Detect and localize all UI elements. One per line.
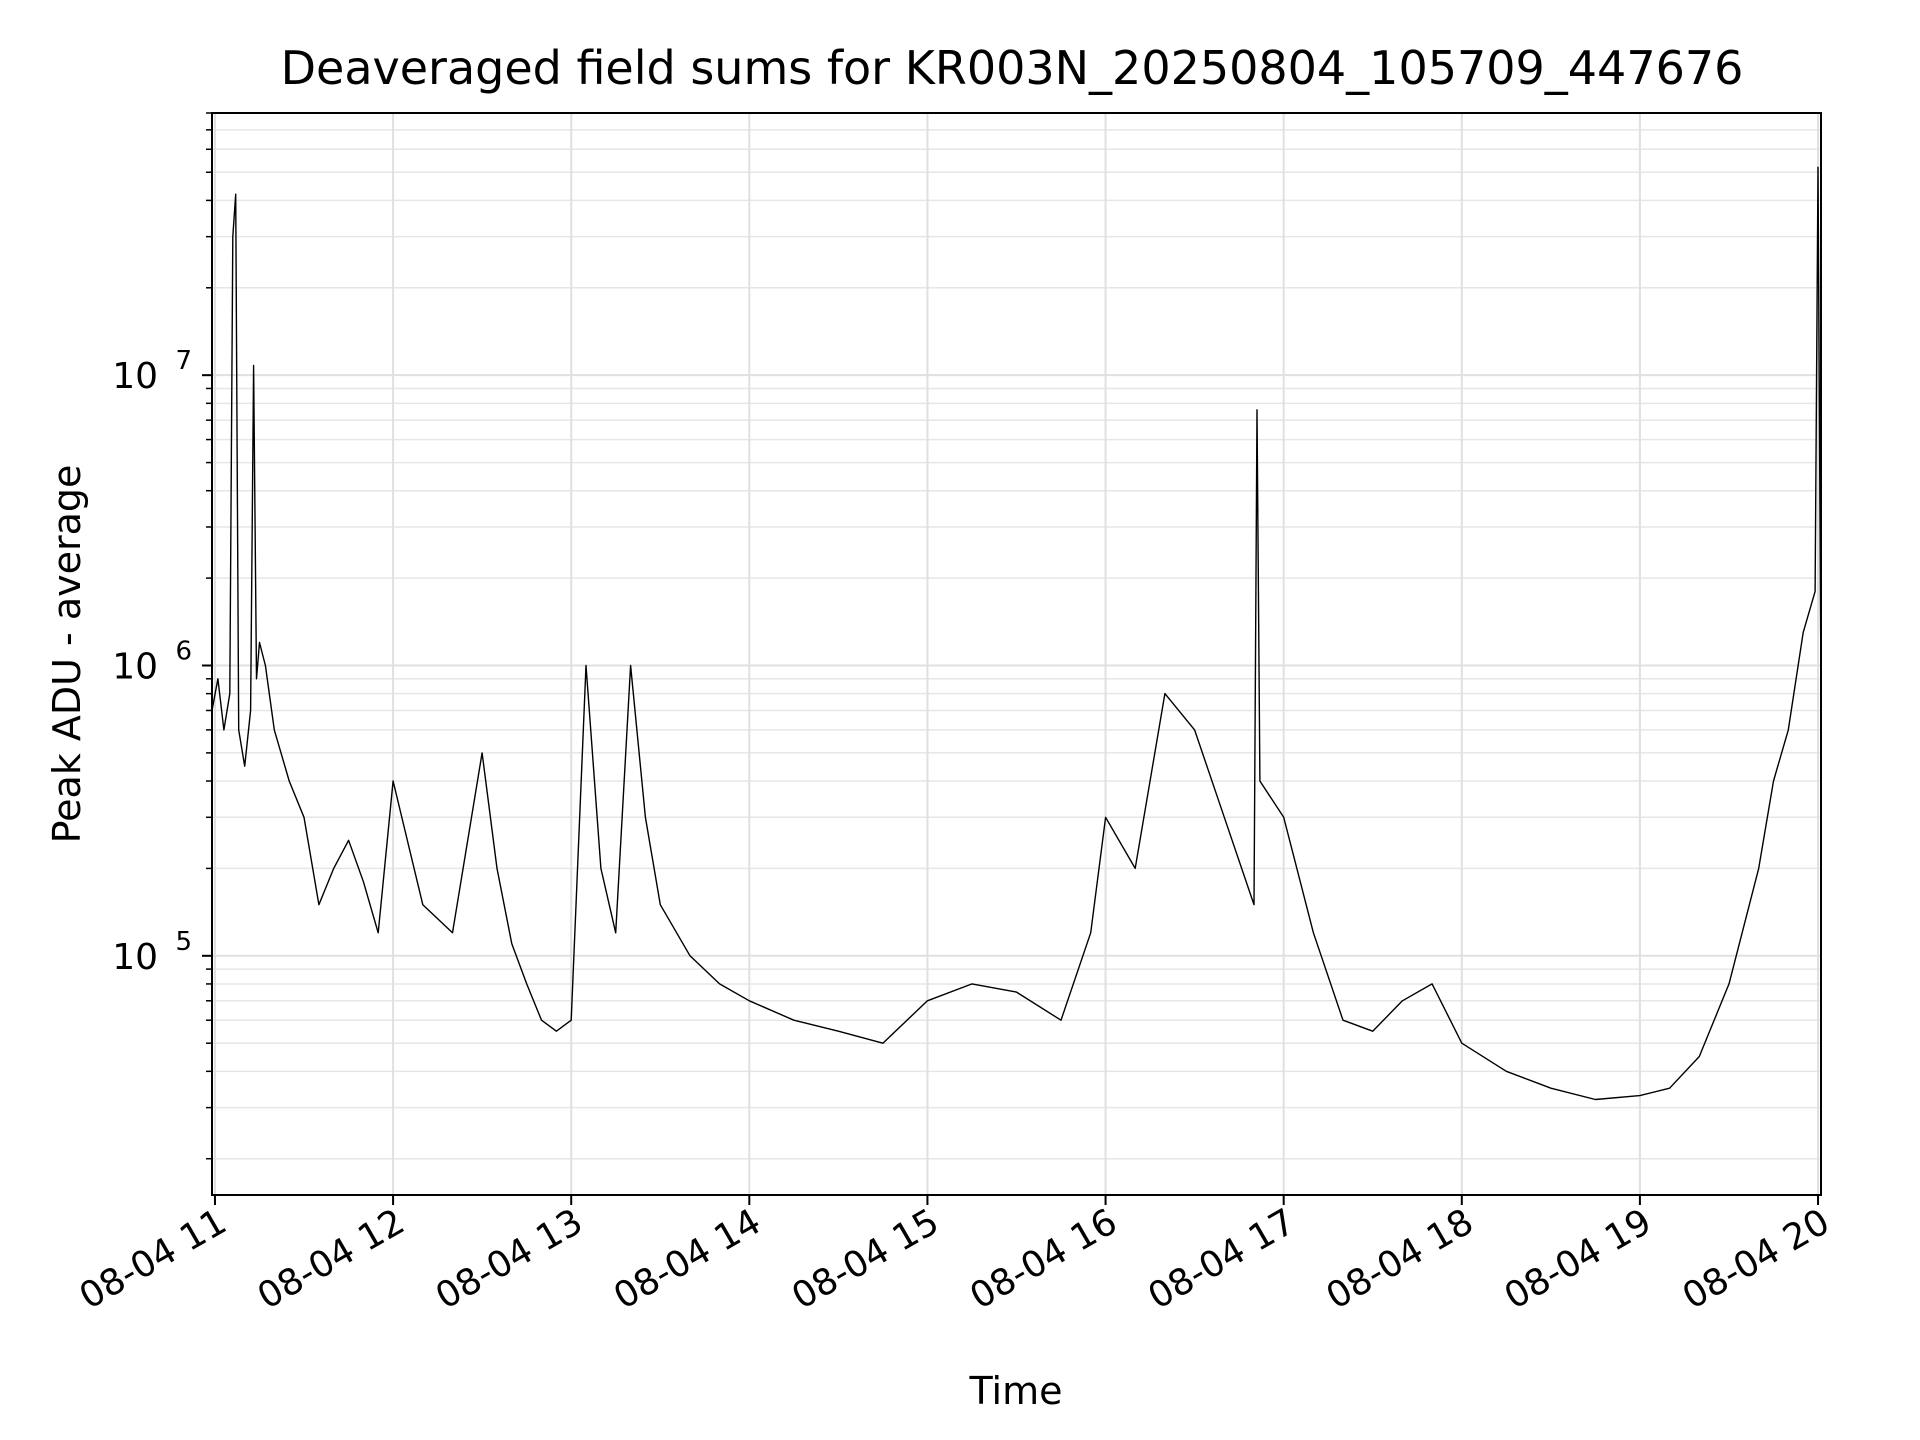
y-tick-label: 10 [112,356,158,397]
minor-gridlines [212,112,1821,1160]
y-axis-ticks: 10 5 10 6 10 7 [112,112,212,1160]
series-line [211,166,1822,1101]
plot-frame [211,112,1822,1196]
data-series [211,166,1822,1101]
y-axis-label: Peak ADU - average [45,465,89,844]
y-tick-exponent: 5 [175,927,192,957]
chart-title: Deaveraged field sums for KR003N_2025080… [281,41,1744,95]
y-tick-label: 10 [112,937,158,978]
y-tick-exponent: 7 [175,346,192,376]
major-gridlines [212,113,1821,1195]
y-tick-label: 10 [112,646,158,687]
x-axis-label: Time [969,1369,1063,1413]
y-tick-exponent: 6 [175,636,192,666]
